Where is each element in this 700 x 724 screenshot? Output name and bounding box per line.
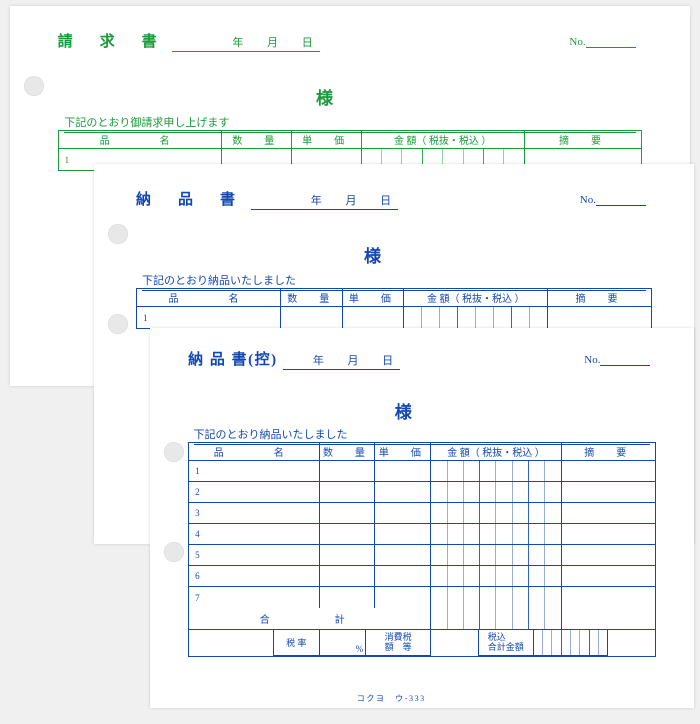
col-qty: 数 量 bbox=[281, 289, 343, 306]
col-note: 摘 要 bbox=[562, 443, 655, 460]
col-unit-price: 単 価 bbox=[292, 131, 362, 148]
table-header-row: 品 名 数 量 単 価 金 額（ 税抜・税込 ） 摘 要 bbox=[189, 443, 655, 461]
sheet-title: 納 品 書 bbox=[136, 192, 241, 208]
binder-hole bbox=[164, 542, 184, 562]
col-note: 摘 要 bbox=[548, 289, 651, 306]
table-row: 1 bbox=[137, 307, 651, 328]
delivery-copy-sheet: 納 品 書(控) 年 月 日 No. 様 下記のとおり納品いたしました 品 名 … bbox=[150, 328, 694, 708]
col-note: 摘 要 bbox=[525, 131, 642, 148]
col-amount: 金 額（ 税抜・税込 ） bbox=[431, 443, 561, 460]
row-number: 1 bbox=[137, 307, 281, 328]
binder-hole bbox=[24, 76, 44, 96]
number-field: No. bbox=[569, 36, 635, 48]
recipient-sama: 様 bbox=[316, 84, 333, 109]
recipient-sama: 様 bbox=[364, 242, 381, 267]
table-row: 6 bbox=[189, 566, 655, 587]
binder-hole bbox=[108, 224, 128, 244]
tax-row: 税 率 % 消費税 額 等 税込 合計金額 bbox=[189, 630, 655, 656]
table-header-row: 品 名 数 量 単 価 金 額（ 税抜・税込 ） 摘 要 bbox=[59, 131, 642, 149]
recipient-sama: 様 bbox=[395, 398, 412, 423]
row-number: 5 bbox=[189, 545, 319, 565]
col-qty: 数 量 bbox=[320, 443, 376, 460]
date-field: 年 月 日 bbox=[283, 352, 401, 370]
table-row: 3 bbox=[189, 503, 655, 524]
table-row: 5 bbox=[189, 545, 655, 566]
table-header-row: 品 名 数 量 単 価 金 額（ 税抜・税込 ） 摘 要 bbox=[137, 289, 651, 307]
binder-hole bbox=[164, 442, 184, 462]
line-items-table: 品 名 数 量 単 価 金 額（ 税抜・税込 ） 摘 要 1 bbox=[136, 288, 652, 329]
tax-incl-total-label: 税込 合計金額 bbox=[478, 630, 534, 656]
table-row: 1 bbox=[189, 461, 655, 482]
table-row: 4 bbox=[189, 524, 655, 545]
total-amount-cell bbox=[431, 608, 561, 629]
sheet-title: 請 求 書 bbox=[58, 34, 163, 50]
binder-hole bbox=[108, 314, 128, 334]
row-number: 2 bbox=[189, 482, 319, 502]
table-row: 2 bbox=[189, 482, 655, 503]
percent-label: % bbox=[320, 630, 367, 656]
row-number: 3 bbox=[189, 503, 319, 523]
date-field: 年 月 日 bbox=[172, 34, 320, 52]
col-qty: 数 量 bbox=[222, 131, 292, 148]
number-field: No. bbox=[584, 354, 650, 366]
row-number: 6 bbox=[189, 566, 319, 586]
sheet-title-row: 納 品 書 年 月 日 bbox=[136, 188, 652, 210]
col-unit-price: 単 価 bbox=[375, 443, 431, 460]
row-number: 7 bbox=[189, 587, 319, 608]
row-number: 1 bbox=[189, 461, 319, 481]
consumption-tax-label: 消費税 額 等 bbox=[366, 630, 431, 656]
col-amount: 金 額（ 税抜・税込 ） bbox=[404, 289, 548, 306]
row-number: 4 bbox=[189, 524, 319, 544]
col-item-name: 品 名 bbox=[189, 443, 319, 460]
col-amount: 金 額（ 税抜・税込 ） bbox=[362, 131, 525, 148]
col-item-name: 品 名 bbox=[137, 289, 281, 306]
total-label: 合 計 bbox=[189, 608, 431, 629]
brand-label: コクヨ ウ-333 bbox=[357, 693, 426, 704]
tax-incl-total-cell bbox=[534, 630, 609, 656]
tax-rate-label: 税 率 bbox=[273, 630, 320, 656]
total-row: 合 計 bbox=[189, 608, 655, 630]
sheet-title: 納 品 書(控) bbox=[188, 352, 278, 368]
col-unit-price: 単 価 bbox=[343, 289, 405, 306]
table-row: 7 bbox=[189, 587, 655, 608]
number-field: No. bbox=[580, 194, 646, 206]
line-items-table: 品 名 数 量 単 価 金 額（ 税抜・税込 ） 摘 要 1234567 合 計… bbox=[188, 442, 656, 657]
date-field: 年 月 日 bbox=[251, 192, 399, 210]
sheet-title-row: 請 求 書 年 月 日 bbox=[58, 30, 643, 52]
col-item-name: 品 名 bbox=[59, 131, 222, 148]
